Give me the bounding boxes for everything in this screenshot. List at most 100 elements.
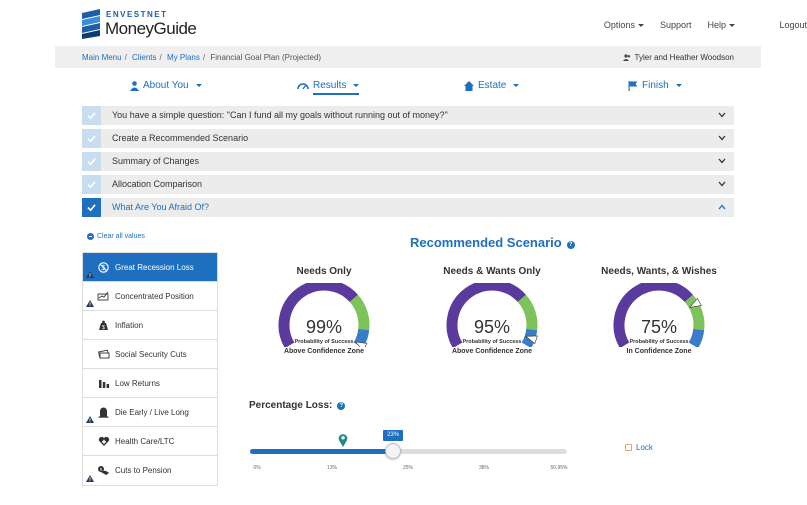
envestnet-logo-icon — [82, 9, 100, 39]
scenario-label: Low Returns — [115, 378, 160, 388]
slider-tick-label: 13% — [326, 465, 338, 471]
scenario-social-security-cuts[interactable]: Social Security Cuts — [83, 340, 217, 369]
scenario-concentrated-position[interactable]: Concentrated Position — [83, 282, 217, 311]
chevron-down-icon — [718, 112, 726, 118]
chevron-down-icon — [353, 84, 360, 87]
check-icon — [82, 106, 101, 125]
minus-circle-icon — [87, 233, 94, 240]
gauge-confidence-zone-arc — [684, 294, 705, 331]
checkbox-box — [625, 444, 632, 451]
scenario-die-early-live-long[interactable]: Die Early / Live Long — [83, 398, 217, 427]
scenario-label: Concentrated Position — [115, 291, 194, 301]
moneyguide-logo[interactable]: ENVESTNET MoneyGuide — [82, 9, 202, 41]
cash-icon — [97, 349, 110, 360]
gauge-needs-only[interactable]: Needs Only 99% Probability of Success Ab… — [249, 266, 399, 355]
client-name-label: Tyler and Heather Woodson — [634, 53, 734, 62]
options-menu[interactable]: Options — [604, 20, 644, 30]
slider-thumb[interactable] — [385, 443, 402, 459]
gauge-needs-wants[interactable]: Needs & Wants Only 95% Probability of Su… — [417, 266, 567, 355]
scenario-label: Inflation — [115, 320, 144, 330]
scenario-label: Die Early / Live Long — [115, 407, 189, 417]
scenario-label: Great Recession Loss — [115, 262, 194, 272]
accordion-what-afraid-of[interactable]: What Are You Afraid Of? — [82, 198, 734, 217]
support-link[interactable]: Support — [659, 20, 692, 30]
gauge-value: 95% — [474, 317, 510, 337]
gauge-confidence-zone-arc — [349, 294, 370, 331]
breadcrumb-separator: / — [202, 53, 206, 62]
gauge-zone: Above Confidence Zone — [451, 348, 533, 355]
check-icon — [82, 175, 101, 194]
users-icon — [622, 54, 630, 61]
percentage-loss-slider[interactable] — [250, 449, 567, 454]
accordion-allocation-comparison[interactable]: Allocation Comparison — [82, 175, 734, 194]
breadcrumb-current: Financial Goal Plan (Projected) — [210, 53, 322, 62]
breadcrumb-separator: / — [159, 53, 162, 62]
scenario-low-returns[interactable]: Low Returns — [83, 369, 217, 398]
accordion-simple-question[interactable]: You have a simple question: "Can I fund … — [82, 106, 734, 125]
breadcrumb-separator: / — [124, 53, 127, 62]
slider-tick-label: 50.95% — [550, 465, 568, 471]
gauge-zone: In Confidence Zone — [626, 348, 692, 355]
scenario-health-care-ltc[interactable]: Health Care/LTC — [83, 427, 217, 456]
accordion-label: What Are You Afraid Of? — [112, 202, 210, 212]
check-icon — [82, 152, 101, 171]
top-header: ENVESTNET MoneyGuide Options Support Hel… — [0, 0, 807, 46]
help-menu[interactable]: Help — [707, 20, 735, 30]
brand-company: ENVESTNET — [106, 10, 168, 19]
gauge-value: 99% — [306, 317, 342, 337]
help-label: Help — [707, 20, 726, 30]
gauge-below-zone-arc — [613, 283, 693, 347]
tab-finish-label: Finish — [642, 80, 669, 91]
percentage-loss-label: Percentage Loss: — [249, 400, 333, 411]
scenario-cuts-to-pension[interactable]: $ Cuts to Pension — [83, 456, 217, 485]
breadcrumb-clients[interactable]: Clients — [132, 53, 157, 62]
tab-finish[interactable]: Finish — [628, 80, 682, 91]
scenario-label: Cuts to Pension — [115, 466, 172, 475]
clear-all-values-link[interactable]: Clear all values — [87, 233, 145, 240]
tab-about-you[interactable]: About You — [130, 80, 202, 91]
breadcrumb-my-plans[interactable]: My Plans — [166, 53, 200, 62]
tombstone-icon — [97, 407, 110, 418]
scenario-great-recession-loss[interactable]: $ Great Recession Loss — [83, 253, 217, 282]
gauge-marker — [689, 297, 702, 308]
tab-results-label: Results — [313, 80, 347, 91]
chevron-down-icon — [729, 24, 735, 28]
lock-checkbox[interactable]: Lock — [625, 443, 653, 452]
gauge-below-zone-arc — [446, 283, 526, 347]
accordion-label: Allocation Comparison — [112, 179, 203, 189]
tab-about-you-label: About You — [143, 80, 189, 91]
tab-estate[interactable]: Estate — [464, 80, 520, 91]
gauge-confidence-zone-arc — [517, 294, 538, 331]
accordion-label: You have a simple question: "Can I fund … — [112, 110, 448, 120]
breadcrumb-main-menu[interactable]: Main Menu — [82, 53, 122, 62]
scenario-inflation[interactable]: $ Inflation — [83, 311, 217, 340]
heart-icon — [97, 436, 110, 447]
gauge-below-zone-arc — [278, 283, 358, 347]
chevron-down-icon — [718, 158, 726, 164]
gauge-needs-wants-wishes[interactable]: Needs, Wants, & Wishes 75% Probability o… — [584, 266, 734, 355]
accordion-summary-changes[interactable]: Summary of Changes — [82, 152, 734, 171]
gauge-marker — [354, 341, 368, 347]
warning-icon — [86, 300, 94, 307]
lock-label: Lock — [636, 443, 653, 452]
chevron-down-icon — [718, 135, 726, 141]
logout-link[interactable]: Logout — [779, 20, 807, 30]
gauge-caption: Probability of Success — [463, 339, 522, 345]
probability-gauge: 95% Probability of Success — [446, 283, 538, 347]
breadcrumb: Main Menu / Clients / My Plans / Financial … — [82, 53, 321, 62]
slider-tick-label: 0% — [253, 465, 261, 471]
warning-icon — [86, 416, 94, 423]
accordion-create-recommended[interactable]: Create a Recommended Scenario — [82, 129, 734, 148]
slider-tick-label: 25% — [402, 465, 414, 471]
active-tab-indicator — [313, 93, 360, 95]
tab-results[interactable]: Results — [297, 80, 360, 95]
person-icon — [130, 80, 139, 91]
svg-text:$: $ — [102, 265, 106, 272]
probability-gauge: 99% Probability of Success — [278, 283, 370, 347]
help-icon[interactable]: ? — [337, 402, 346, 410]
accordion-label: Create a Recommended Scenario — [112, 133, 249, 143]
gauge-value: 75% — [641, 317, 677, 337]
help-icon[interactable]: ? — [566, 241, 575, 249]
probability-gauge: 75% Probability of Success — [613, 283, 705, 347]
money-bag-icon: $ — [97, 320, 110, 331]
